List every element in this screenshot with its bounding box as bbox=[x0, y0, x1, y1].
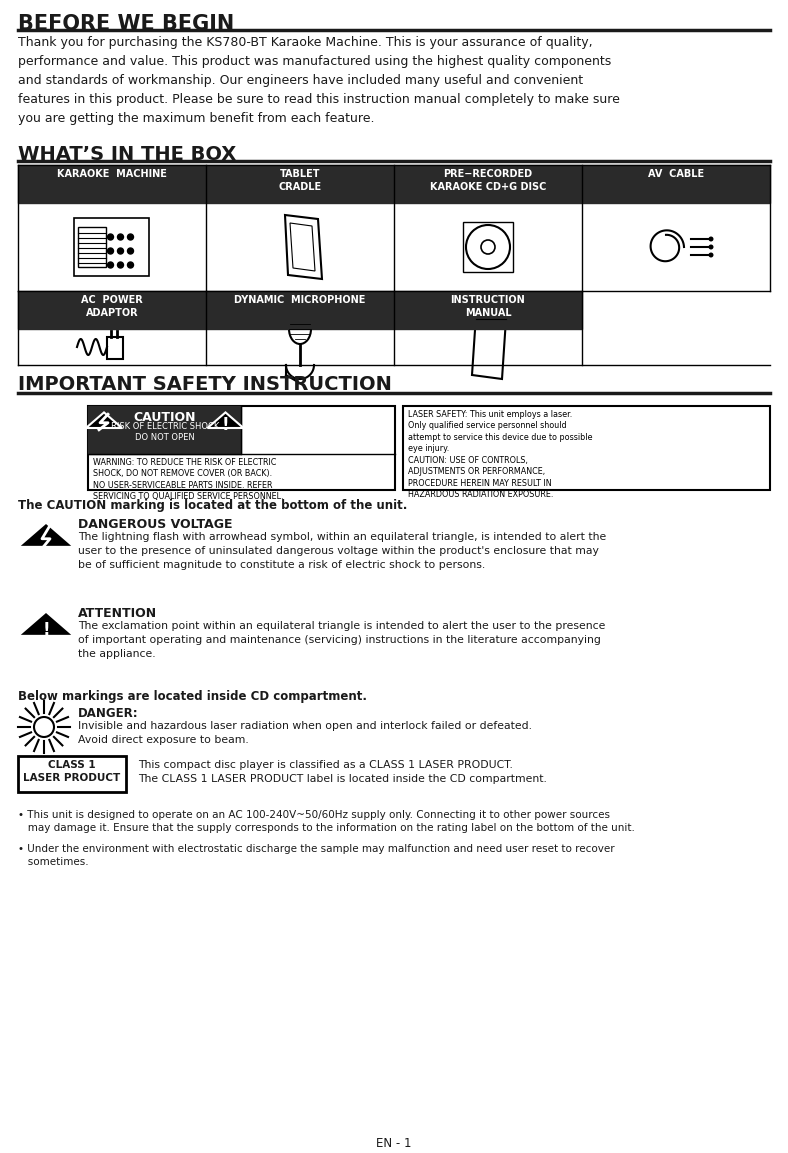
Circle shape bbox=[708, 236, 713, 241]
Circle shape bbox=[708, 244, 713, 249]
Text: • Under the environment with electrostatic discharge the sample may malfunction : • Under the environment with electrostat… bbox=[18, 844, 615, 867]
Circle shape bbox=[107, 248, 113, 254]
Text: WHAT’S IN THE BOX: WHAT’S IN THE BOX bbox=[18, 145, 236, 164]
Text: ATTENTION: ATTENTION bbox=[78, 606, 157, 620]
Polygon shape bbox=[285, 214, 322, 279]
Circle shape bbox=[117, 248, 124, 254]
Text: The CAUTION marking is located at the bottom of the unit.: The CAUTION marking is located at the bo… bbox=[18, 499, 407, 512]
Text: RISK OF ELECTRIC SHOCK
DO NOT OPEN: RISK OF ELECTRIC SHOCK DO NOT OPEN bbox=[110, 422, 219, 442]
Polygon shape bbox=[207, 413, 243, 428]
Text: DANGER:: DANGER: bbox=[78, 707, 139, 719]
Text: LASER SAFETY: This unit employs a laser.
Only qualified service personnel should: LASER SAFETY: This unit employs a laser.… bbox=[408, 410, 593, 499]
Bar bbox=[463, 223, 513, 272]
Bar bbox=[18, 291, 206, 329]
Polygon shape bbox=[18, 522, 74, 547]
Text: CLASS 1
LASER PRODUCT: CLASS 1 LASER PRODUCT bbox=[24, 760, 121, 783]
Circle shape bbox=[117, 262, 124, 267]
Circle shape bbox=[107, 234, 113, 240]
Text: AC  POWER
ADAPTOR: AC POWER ADAPTOR bbox=[81, 295, 143, 318]
Text: !: ! bbox=[43, 620, 50, 639]
Circle shape bbox=[128, 248, 133, 254]
Bar bbox=[75, 218, 150, 276]
Polygon shape bbox=[472, 315, 506, 379]
Circle shape bbox=[128, 262, 133, 267]
Text: AV  CABLE: AV CABLE bbox=[648, 169, 704, 179]
Circle shape bbox=[117, 234, 124, 240]
Text: The exclamation point within an equilateral triangle is intended to alert the us: The exclamation point within an equilate… bbox=[78, 621, 605, 660]
Circle shape bbox=[107, 262, 113, 267]
Text: Invisible and hazardous laser radiation when open and interlock failed or defeat: Invisible and hazardous laser radiation … bbox=[78, 721, 532, 745]
Bar bbox=[403, 406, 770, 490]
Text: INSTRUCTION
MANUAL: INSTRUCTION MANUAL bbox=[451, 295, 526, 318]
Text: EN - 1: EN - 1 bbox=[376, 1137, 412, 1150]
Text: WARNING: TO REDUCE THE RISK OF ELECTRIC
SHOCK, DO NOT REMOVE COVER (OR BACK).
NO: WARNING: TO REDUCE THE RISK OF ELECTRIC … bbox=[93, 458, 284, 502]
Text: Thank you for purchasing the KS780-BT Karaoke Machine. This is your assurance of: Thank you for purchasing the KS780-BT Ka… bbox=[18, 36, 620, 125]
Circle shape bbox=[128, 234, 133, 240]
Circle shape bbox=[708, 253, 713, 257]
Bar bbox=[88, 406, 395, 490]
Text: KARAOKE  MACHINE: KARAOKE MACHINE bbox=[57, 169, 167, 179]
Text: This compact disc player is classified as a CLASS 1 LASER PRODUCT.
The CLASS 1 L: This compact disc player is classified a… bbox=[138, 760, 547, 784]
Bar bbox=[394, 165, 582, 203]
Text: CAUTION: CAUTION bbox=[133, 410, 196, 424]
Bar bbox=[206, 165, 394, 203]
Bar bbox=[79, 227, 106, 267]
Text: IMPORTANT SAFETY INSTRUCTION: IMPORTANT SAFETY INSTRUCTION bbox=[18, 375, 392, 394]
Text: The lightning flash with arrowhead symbol, within an equilateral triangle, is in: The lightning flash with arrowhead symbo… bbox=[78, 532, 606, 570]
Bar bbox=[18, 756, 126, 792]
Text: BEFORE WE BEGIN: BEFORE WE BEGIN bbox=[18, 14, 234, 33]
Text: TABLET
CRADLE: TABLET CRADLE bbox=[278, 169, 322, 193]
Bar bbox=[206, 291, 394, 329]
Bar bbox=[394, 291, 582, 329]
Text: PRE−RECORDED
KARAOKE CD+G DISC: PRE−RECORDED KARAOKE CD+G DISC bbox=[429, 169, 546, 193]
Polygon shape bbox=[18, 611, 74, 636]
Text: DANGEROUS VOLTAGE: DANGEROUS VOLTAGE bbox=[78, 518, 232, 532]
Bar bbox=[18, 165, 206, 203]
Text: !: ! bbox=[221, 416, 229, 434]
Bar bbox=[88, 406, 241, 454]
Polygon shape bbox=[86, 413, 122, 428]
Text: DYNAMIC  MICROPHONE: DYNAMIC MICROPHONE bbox=[234, 295, 366, 306]
Bar bbox=[107, 337, 123, 359]
Bar bbox=[582, 165, 770, 203]
Text: • This unit is designed to operate on an AC 100-240V~50/60Hz supply only. Connec: • This unit is designed to operate on an… bbox=[18, 811, 635, 834]
Text: Below markings are located inside CD compartment.: Below markings are located inside CD com… bbox=[18, 689, 367, 703]
